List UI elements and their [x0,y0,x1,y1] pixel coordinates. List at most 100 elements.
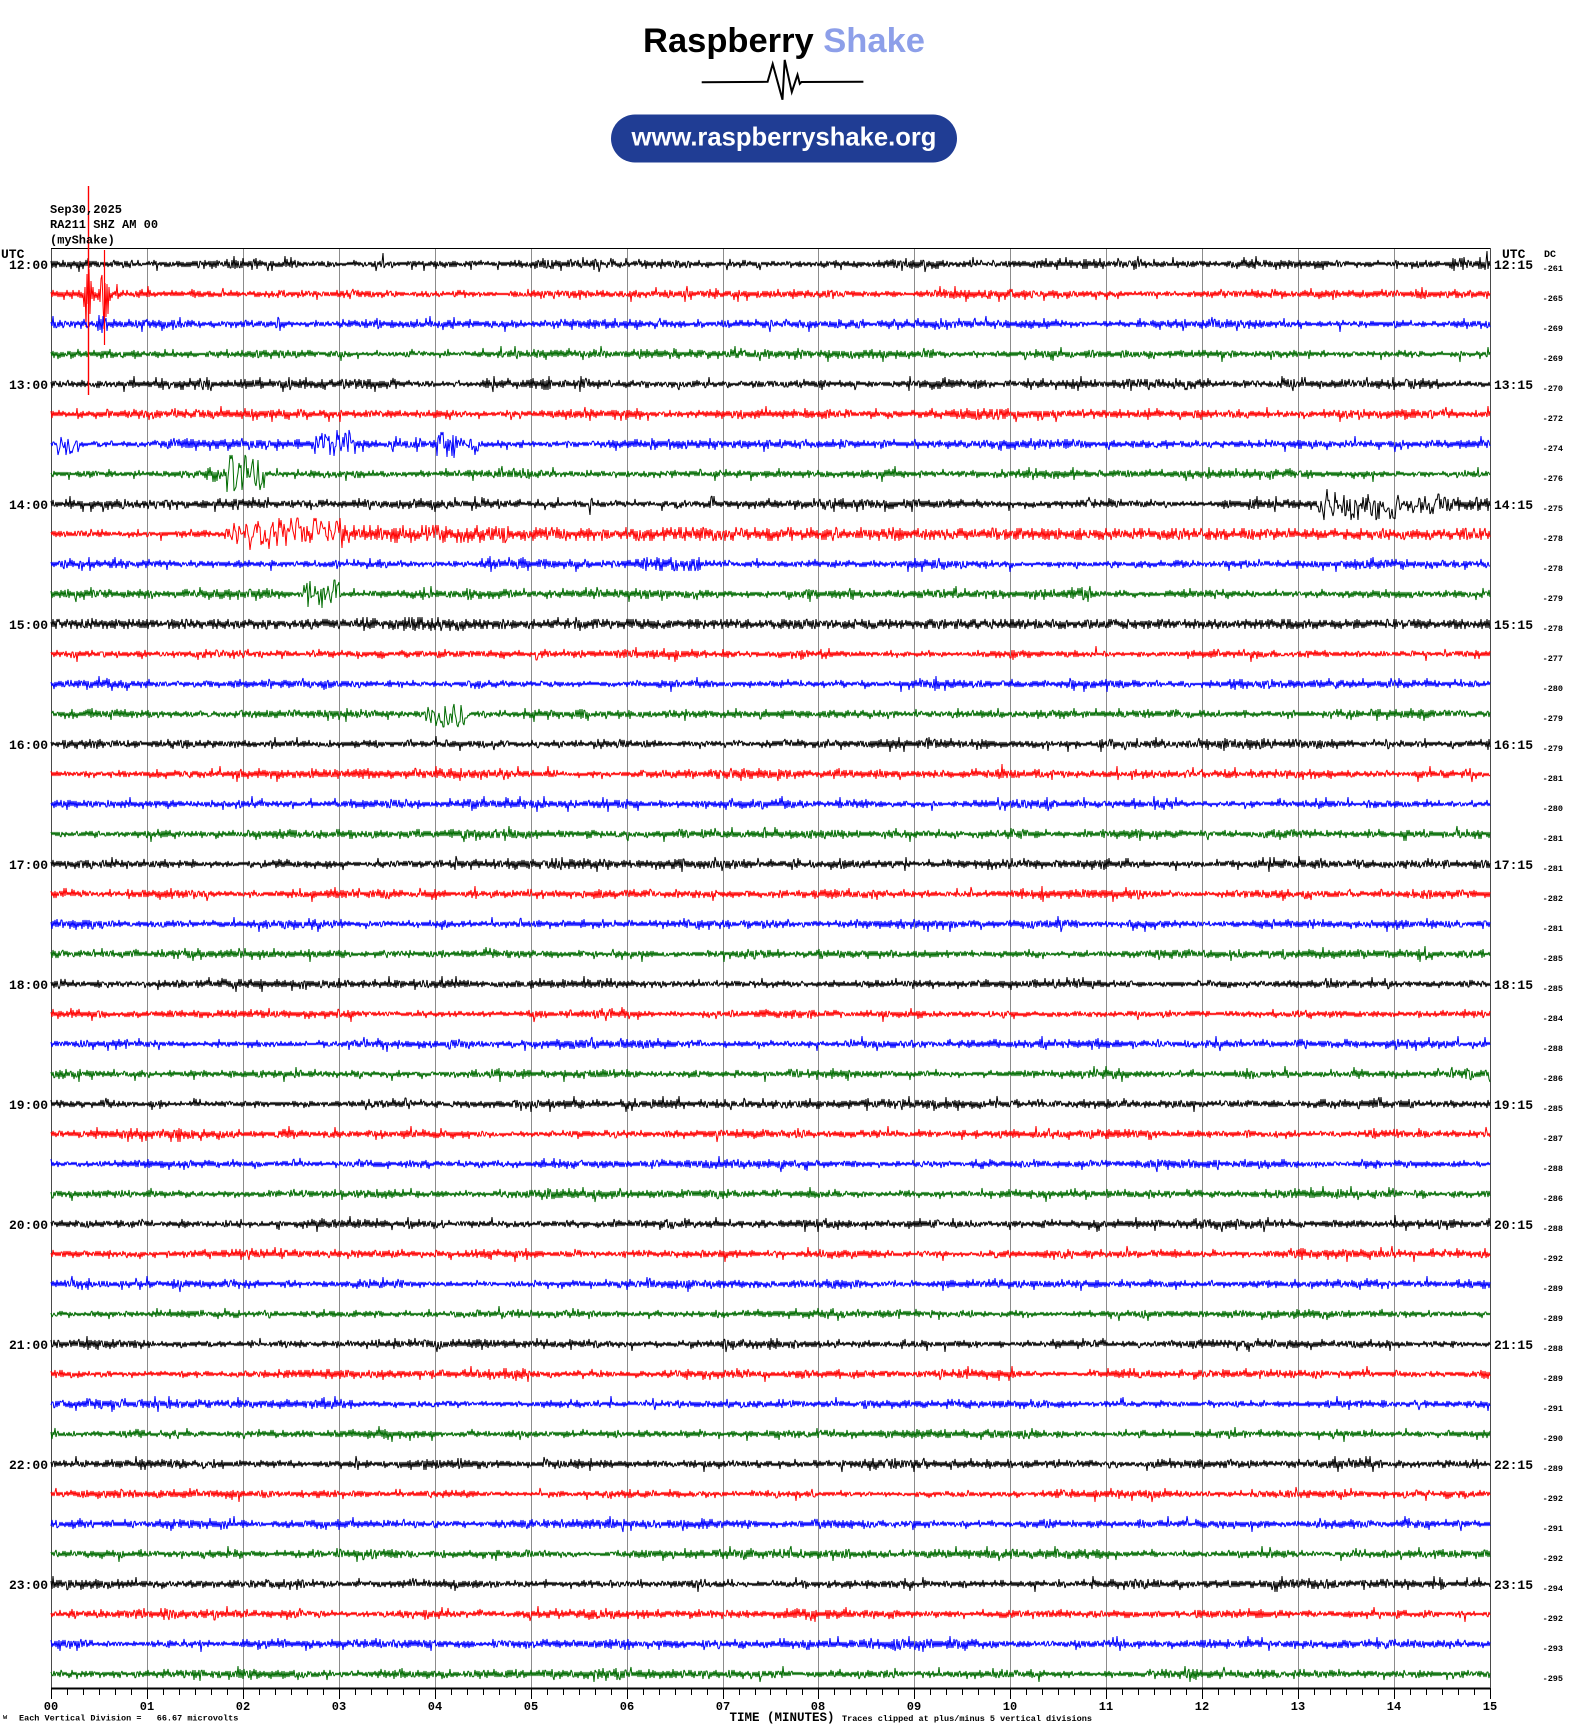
svg-text:UTC: UTC [1502,247,1526,262]
svg-text:-274: -274 [1543,444,1563,454]
svg-text:16:00: 16:00 [9,738,48,753]
svg-text:Traces clipped at plus/minus 5: Traces clipped at plus/minus 5 vertical … [842,1714,1092,1724]
svg-text:-291: -291 [1543,1404,1563,1414]
svg-text:-276: -276 [1543,474,1563,484]
svg-text:15:00: 15:00 [9,618,48,633]
svg-text:-270: -270 [1543,384,1563,394]
svg-text:12:15: 12:15 [1494,258,1533,273]
svg-text:13: 13 [1291,1700,1305,1714]
svg-text:-281: -281 [1543,924,1563,934]
svg-text:-292: -292 [1543,1494,1563,1504]
svg-text:www.raspberryshake.org: www.raspberryshake.org [631,124,937,152]
svg-text:-287: -287 [1543,1134,1563,1144]
svg-text:21:00: 21:00 [9,1338,48,1353]
svg-text:-279: -279 [1543,744,1563,754]
svg-text:-294: -294 [1543,1584,1563,1594]
svg-text:-280: -280 [1543,684,1563,694]
svg-text:-288: -288 [1543,1044,1563,1054]
svg-text:-278: -278 [1543,534,1563,544]
svg-text:-292: -292 [1543,1614,1563,1624]
svg-text:-281: -281 [1543,774,1563,784]
svg-text:18:00: 18:00 [9,978,48,993]
svg-text:-279: -279 [1543,594,1563,604]
svg-text:-285: -285 [1543,954,1563,964]
svg-text:08: 08 [811,1700,825,1714]
svg-text:07: 07 [716,1700,730,1714]
svg-text:Each Vertical Division = 66.: Each Vertical Division = 66.67 microvolt… [19,1714,238,1724]
svg-text:15: 15 [1483,1700,1497,1714]
svg-text:12: 12 [1195,1700,1209,1714]
svg-text:11: 11 [1099,1700,1113,1714]
svg-text:-269: -269 [1543,324,1563,334]
svg-text:-269: -269 [1543,354,1563,364]
svg-text:22:15: 22:15 [1494,1458,1533,1473]
svg-text:Raspberry Shake: Raspberry Shake [643,22,925,60]
svg-text:16:15: 16:15 [1494,738,1533,753]
svg-text:15:15: 15:15 [1494,618,1533,633]
svg-text:-289: -289 [1543,1464,1563,1474]
svg-text:20:15: 20:15 [1494,1218,1533,1233]
svg-text:10: 10 [1003,1700,1017,1714]
svg-text:01: 01 [140,1700,154,1714]
svg-text:TIME (MINUTES): TIME (MINUTES) [729,1711,834,1725]
svg-text:00: 00 [44,1700,58,1714]
svg-text:-289: -289 [1543,1374,1563,1384]
svg-text:20:00: 20:00 [9,1218,48,1233]
svg-text:14:15: 14:15 [1494,498,1533,513]
svg-text:DC: DC [1544,250,1556,261]
svg-text:19:00: 19:00 [9,1098,48,1113]
svg-text:23:15: 23:15 [1494,1578,1533,1593]
svg-text:-285: -285 [1543,1104,1563,1114]
svg-text:-289: -289 [1543,1284,1563,1294]
svg-text:-275: -275 [1543,504,1563,514]
svg-text:-278: -278 [1543,564,1563,574]
svg-text:-290: -290 [1543,1434,1563,1444]
svg-text:-288: -288 [1543,1164,1563,1174]
svg-text:05: 05 [524,1700,538,1714]
svg-text:-293: -293 [1543,1644,1563,1654]
svg-text:14: 14 [1387,1700,1401,1714]
svg-text:-272: -272 [1543,414,1563,424]
svg-text:-292: -292 [1543,1254,1563,1264]
svg-text:-291: -291 [1543,1524,1563,1534]
svg-text:-278: -278 [1543,624,1563,634]
svg-text:17:00: 17:00 [9,858,48,873]
svg-text:23:00: 23:00 [9,1578,48,1593]
svg-text:22:00: 22:00 [9,1458,48,1473]
svg-text:-284: -284 [1543,1014,1563,1024]
svg-text:09: 09 [907,1700,921,1714]
svg-text:-261: -261 [1543,264,1563,274]
svg-text:03: 03 [332,1700,346,1714]
svg-text:UTC: UTC [1,247,25,262]
svg-text:-286: -286 [1543,1074,1563,1084]
svg-text:-281: -281 [1543,864,1563,874]
svg-text:-289: -289 [1543,1314,1563,1324]
svg-text:w: w [3,1714,8,1722]
svg-text:02: 02 [236,1700,250,1714]
svg-text:-282: -282 [1543,894,1563,904]
svg-text:RA211 SHZ AM 00: RA211 SHZ AM 00 [50,218,158,232]
svg-text:-295: -295 [1543,1674,1563,1684]
svg-text:21:15: 21:15 [1494,1338,1533,1353]
svg-text:17:15: 17:15 [1494,858,1533,873]
svg-text:04: 04 [428,1700,442,1714]
svg-text:13:00: 13:00 [9,378,48,393]
svg-text:-279: -279 [1543,714,1563,724]
svg-text:(myShake): (myShake) [50,233,115,247]
svg-text:-292: -292 [1543,1554,1563,1564]
svg-text:-265: -265 [1543,294,1563,304]
svg-text:06: 06 [620,1700,634,1714]
svg-text:13:15: 13:15 [1494,378,1533,393]
svg-text:-277: -277 [1543,654,1563,664]
svg-text:19:15: 19:15 [1494,1098,1533,1113]
svg-text:-288: -288 [1543,1224,1563,1234]
svg-text:18:15: 18:15 [1494,978,1533,993]
svg-text:-288: -288 [1543,1344,1563,1354]
svg-text:12:00: 12:00 [9,258,48,273]
svg-text:-281: -281 [1543,834,1563,844]
svg-text:-286: -286 [1543,1194,1563,1204]
svg-text:14:00: 14:00 [9,498,48,513]
svg-text:Sep30,2025: Sep30,2025 [50,203,122,217]
svg-text:-280: -280 [1543,804,1563,814]
svg-text:-285: -285 [1543,984,1563,994]
